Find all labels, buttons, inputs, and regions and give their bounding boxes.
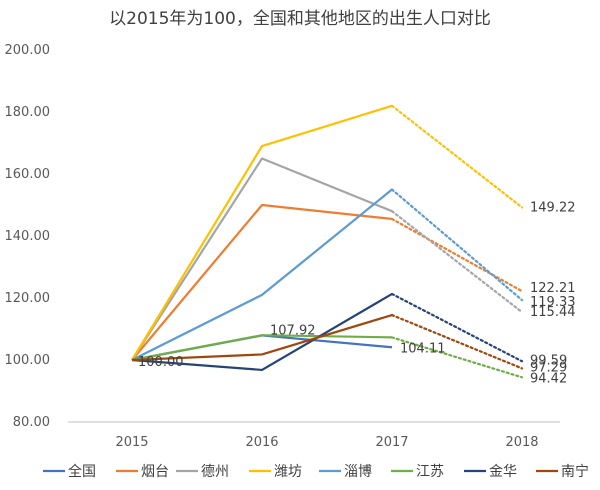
y-axis: 80.00 100.00 120.00 140.00 160.00 180.00 200.0… [5, 43, 51, 430]
x-tick-label: 2017 [375, 435, 408, 450]
series-line-projected [390, 217, 524, 293]
y-tick-label: 140.00 [5, 229, 51, 244]
data-label: 115.44 [530, 305, 576, 320]
series-line [131, 293, 393, 372]
y-tick-label: 80.00 [13, 415, 50, 430]
data-label: 107.92 [270, 323, 316, 338]
y-tick-label: 100.00 [5, 353, 51, 368]
series-line [131, 334, 393, 362]
series-line-projected [390, 336, 524, 379]
legend-label: 南宁 [561, 463, 589, 480]
legend-label: 德州 [201, 464, 229, 480]
series-line-projected [390, 104, 524, 209]
y-tick-label: 120.00 [5, 291, 51, 306]
data-labels: 100.00 107.92 104.11 149.22 122.21119.33115.… [138, 200, 576, 386]
legend-label: 金华 [489, 464, 517, 480]
chart-title: 以2015年为100，全国和其他地区的出生人口对比 [109, 9, 491, 29]
series-line [131, 313, 393, 362]
x-tick-label: 2016 [245, 435, 278, 450]
legend-item: 全国 [43, 463, 96, 480]
series-6 [131, 334, 524, 379]
legend-item: 烟台 [116, 464, 169, 480]
legend-label: 潍坊 [274, 464, 302, 480]
series-line [131, 203, 393, 361]
legend-item: 金华 [464, 464, 517, 480]
y-tick-label: 200.00 [5, 43, 51, 58]
legend: 全国 烟台 德州 潍坊 淄博 江苏 金华 南宁 [43, 463, 589, 480]
y-tick-label: 180.00 [5, 105, 51, 120]
legend-item: 潍坊 [249, 464, 302, 480]
legend-item: 南宁 [536, 463, 589, 480]
data-label: 119.33 [530, 295, 576, 310]
legend-item: 淄博 [319, 463, 372, 480]
data-label: 104.11 [400, 341, 446, 356]
x-tick-label: 2018 [505, 435, 538, 450]
series-2 [131, 203, 524, 361]
x-axis: 2015 2016 2017 2018 [68, 421, 560, 450]
legend-label: 江苏 [416, 464, 444, 480]
x-tick-label: 2015 [115, 435, 148, 450]
legend-label: 淄博 [344, 463, 372, 480]
series-3 [131, 157, 524, 361]
legend-label: 全国 [68, 463, 96, 480]
plot-area [131, 104, 524, 379]
series-line [131, 104, 393, 361]
series-8 [131, 313, 524, 370]
data-label: 122.21 [530, 281, 576, 296]
series-line-projected [390, 188, 524, 302]
series-line-projected [390, 292, 524, 363]
data-label: 97.29 [530, 360, 567, 375]
legend-label: 烟台 [141, 464, 169, 480]
y-tick-label: 160.00 [5, 167, 51, 182]
data-label: 94.42 [530, 371, 567, 386]
data-label: 100.00 [138, 355, 184, 370]
legend-item: 德州 [176, 464, 229, 480]
series-4 [131, 104, 524, 361]
series-line-projected [390, 210, 524, 314]
series-line [131, 157, 393, 361]
series-line [131, 188, 393, 361]
series-line-projected [390, 313, 524, 370]
series-7 [131, 292, 524, 372]
data-label: 99.59 [530, 353, 567, 368]
legend-item: 江苏 [391, 464, 444, 480]
series-5 [131, 188, 524, 361]
data-label: 149.22 [530, 200, 576, 215]
